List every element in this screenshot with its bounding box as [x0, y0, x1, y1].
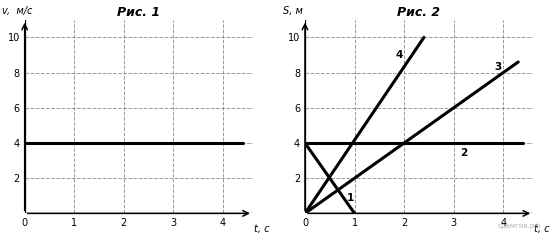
Title: Рис. 2: Рис. 2 — [397, 5, 441, 19]
Text: 4: 4 — [396, 50, 403, 60]
Text: v,  м/с: v, м/с — [2, 6, 33, 16]
Text: t, с: t, с — [254, 224, 269, 234]
Text: 3: 3 — [495, 62, 502, 72]
Text: 2: 2 — [460, 148, 467, 158]
Text: 1: 1 — [347, 193, 354, 203]
Text: t, с: t, с — [534, 224, 549, 234]
Text: сдамгиа.рф: сдамгиа.рф — [498, 223, 541, 229]
Title: Рис. 1: Рис. 1 — [117, 5, 160, 19]
Text: S, м: S, м — [282, 6, 302, 16]
